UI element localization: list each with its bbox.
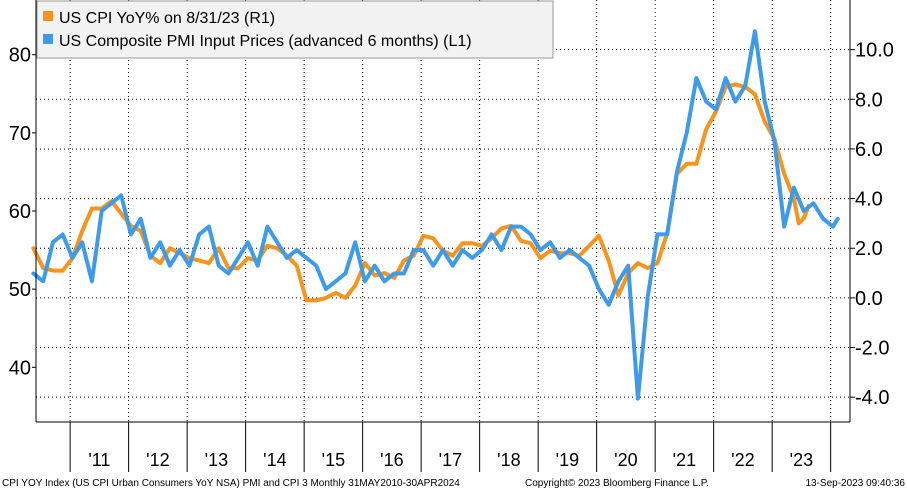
footer-left: CPI YOY Index (US CPI Urban Consumers Yo… — [2, 478, 460, 489]
legend-swatch-cpi — [43, 11, 53, 21]
right-tick-label: -4.0 — [855, 387, 889, 409]
x-tick-label: '15 — [322, 450, 345, 470]
left-tick-label: 40 — [9, 357, 31, 379]
left-tick-label: 70 — [9, 123, 31, 145]
footer-right: 13-Sep-2023 09:40:36 — [805, 478, 905, 489]
footer-center: Copyright© 2023 Bloomberg Finance L.P. — [525, 478, 709, 489]
right-tick-label: 2.0 — [855, 238, 883, 260]
left-tick-label: 50 — [9, 279, 31, 301]
right-tick-label: 6.0 — [855, 139, 883, 161]
right-tick-label: -2.0 — [855, 338, 889, 360]
right-tick-label: 10.0 — [855, 40, 894, 62]
right-tick-label: 0.0 — [855, 288, 883, 310]
x-tick-label: '23 — [790, 450, 813, 470]
x-tick-label: '20 — [614, 450, 637, 470]
legend-box — [36, 0, 554, 59]
right-tick-label: 8.0 — [855, 89, 883, 111]
x-tick-label: '14 — [263, 450, 286, 470]
plot-area — [36, 0, 850, 422]
x-tick-label: '16 — [380, 450, 403, 470]
right-axis-ticks: -4.0 -2.0 0.0 2.0 4.0 6.0 8.0 10.0 — [850, 40, 894, 409]
series-layer — [31, 29, 840, 401]
x-tick-label: '13 — [205, 450, 228, 470]
x-tick-label: '21 — [673, 450, 696, 470]
x-tick-label: '19 — [556, 450, 579, 470]
x-tick-label: '17 — [439, 450, 462, 470]
legend: US CPI YoY% on 8/31/23 (R1) US Composite… — [36, 0, 554, 59]
x-tick-label: '12 — [146, 450, 169, 470]
left-tick-label: 80 — [9, 45, 31, 67]
x-axis-ticks: '11 '12 '13 '14 '15 '16 '17 '18 '19 '20 '21 '22 '23 — [69, 422, 832, 472]
x-tick-label: '11 — [88, 450, 110, 470]
x-tick-label: '18 — [497, 450, 520, 470]
legend-label-pmi: US Composite PMI Input Prices (advanced … — [59, 33, 472, 50]
left-tick-label: 60 — [9, 201, 31, 223]
legend-label-cpi: US CPI YoY% on 8/31/23 (R1) — [59, 10, 275, 27]
legend-swatch-pmi — [43, 34, 53, 44]
left-axis-ticks: 40 50 60 70 80 — [9, 45, 36, 379]
series-line-pmi — [31, 29, 840, 401]
x-tick-label: '22 — [731, 450, 754, 470]
right-tick-label: 4.0 — [855, 189, 883, 211]
